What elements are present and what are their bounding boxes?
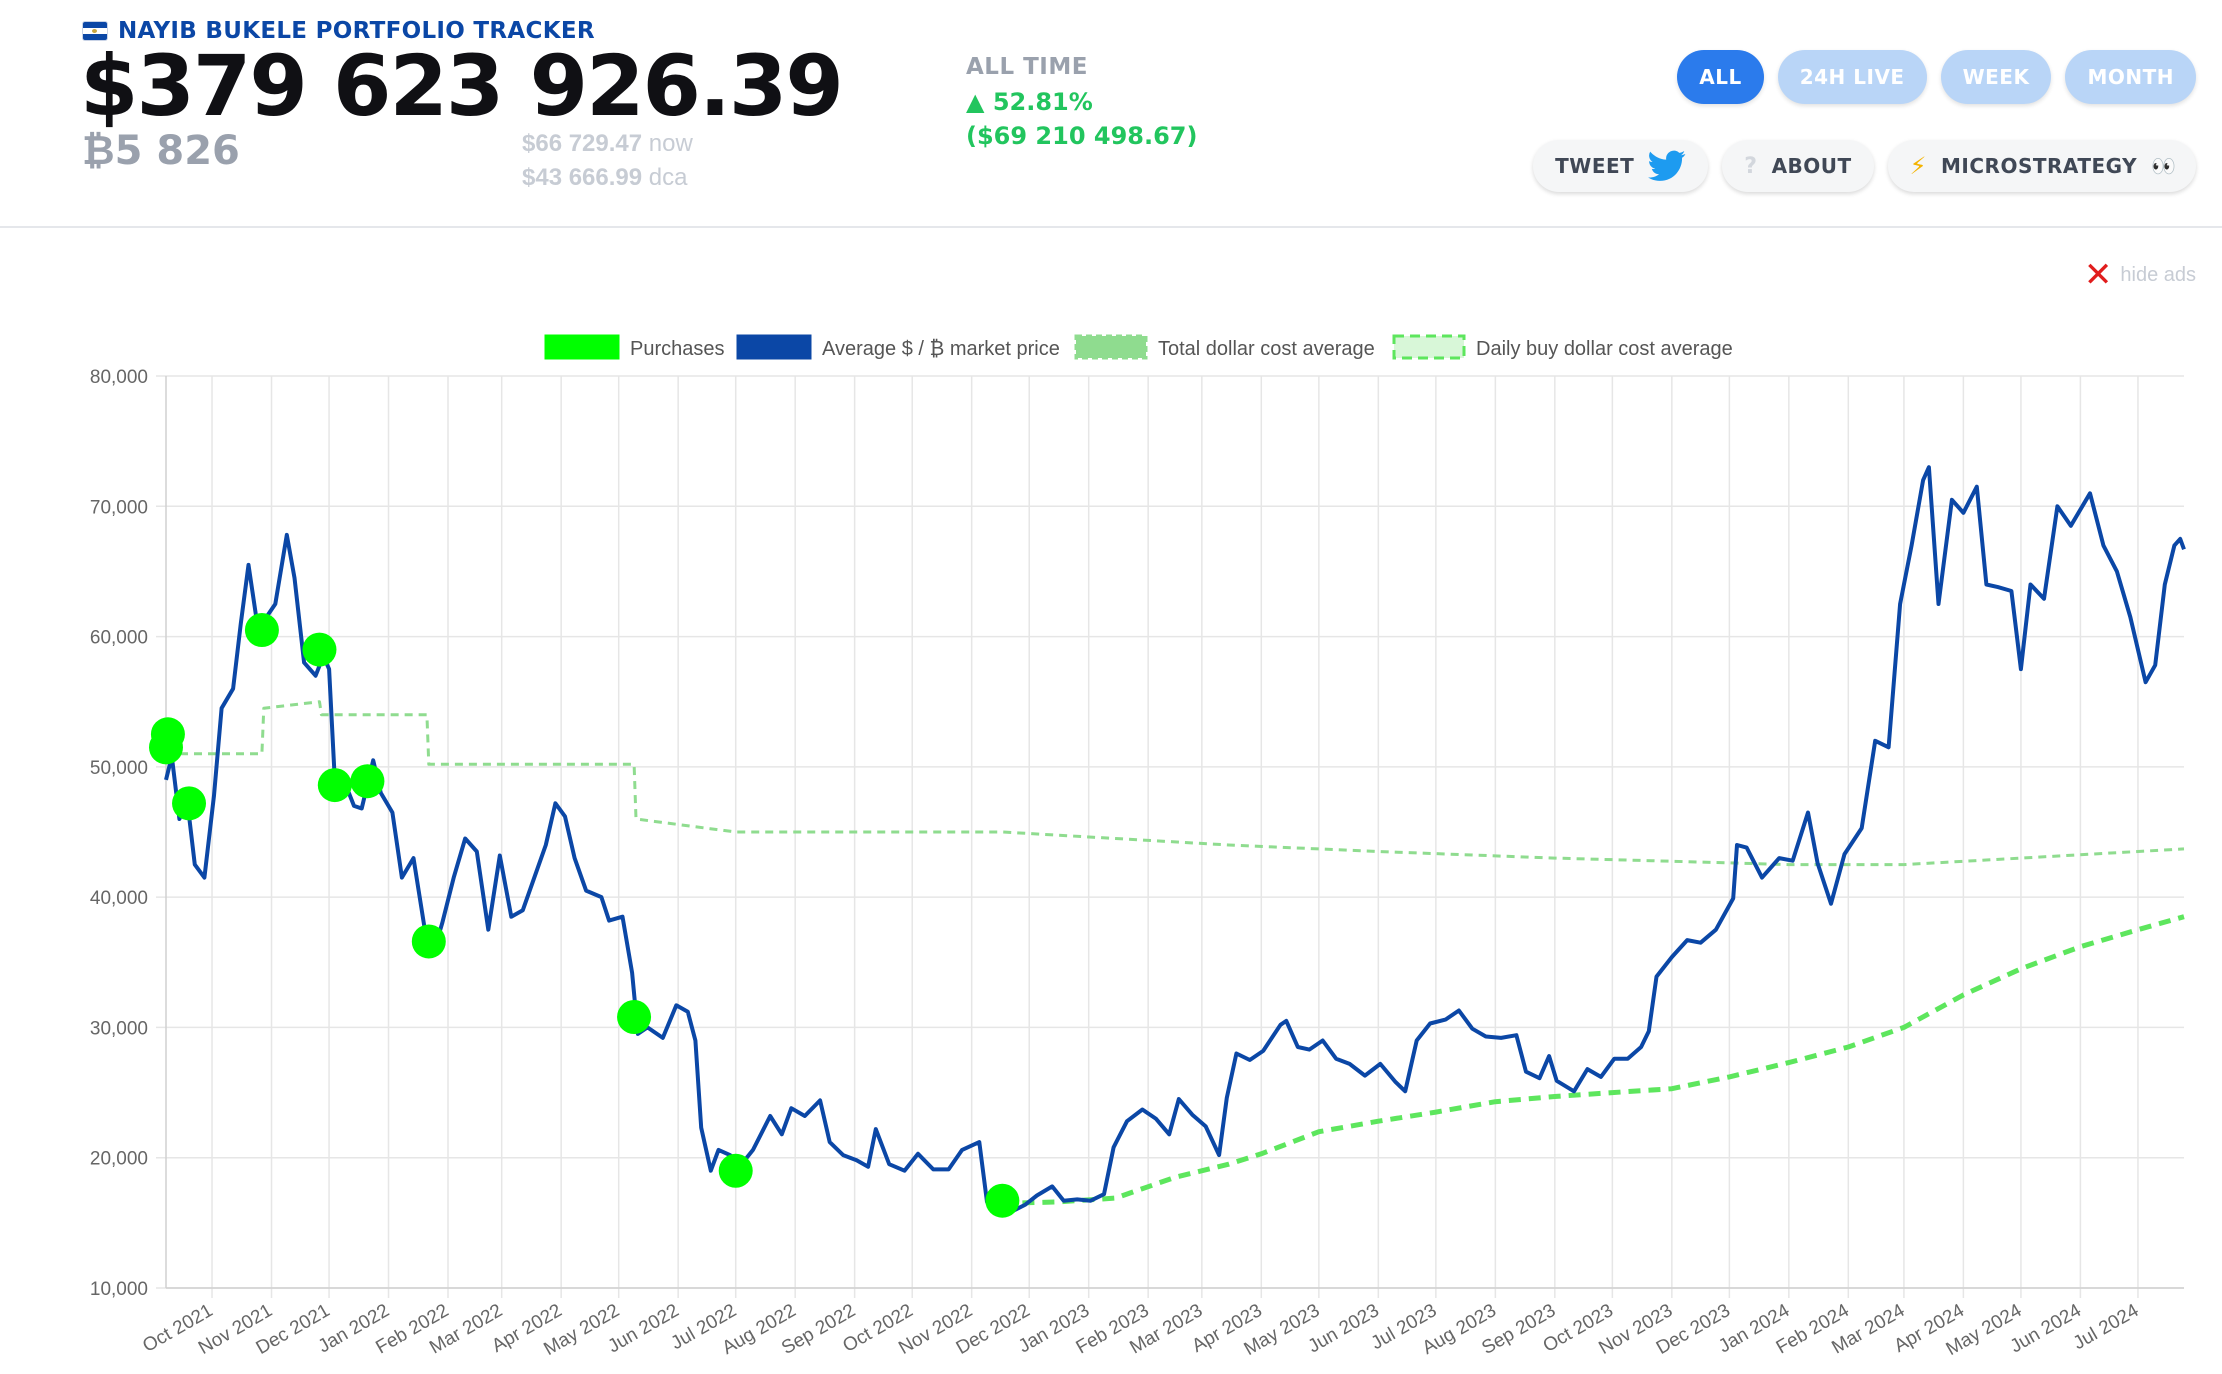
microstrategy-label: MICROSTRATEGY: [1941, 154, 2138, 178]
price-now: $66 729.47 now: [522, 130, 693, 158]
chart-grid: [156, 375, 2184, 1298]
portfolio-chart: 10,000 20,000 30,000 40,000 50,000 60,000 70,0…: [90, 334, 2186, 1360]
close-icon: ✕: [2083, 256, 2113, 294]
tweet-label: TWEET: [1555, 154, 1635, 178]
hide-ads-label: hide ads: [2120, 263, 2196, 286]
legend-swatch: [1392, 334, 1466, 360]
series-line-2: [1002, 914, 2185, 1206]
range-24h-live-button[interactable]: 24H LIVE: [1777, 50, 1927, 104]
legend-label: Daily buy dollar cost average: [1476, 338, 1733, 360]
legend-swatch: [544, 334, 620, 360]
about-button[interactable]: ? ABOUT: [1722, 140, 1874, 192]
purchase-point[interactable]: [411, 924, 446, 959]
purchase-point[interactable]: [617, 1000, 652, 1035]
action-buttons: TWEET ? ABOUT ⚡ MICROSTRATEGY 👀: [1533, 140, 2196, 192]
range-all-button[interactable]: ALL: [1677, 50, 1764, 104]
range-selector: ALL 24H LIVE WEEK MONTH: [1677, 50, 2196, 104]
price-dca: $43 666.99 dca: [522, 164, 688, 192]
lightning-icon: ⚡: [1909, 152, 1928, 180]
twitter-icon: [1648, 150, 1686, 181]
chart-legend: Purchases Average $ / ₿ market price Total…: [544, 334, 1733, 360]
brand-title: NAYIB BUKELE PORTFOLIO TRACKER: [118, 18, 595, 44]
top-header: NAYIB BUKELE PORTFOLIO TRACKER $379 623 …: [0, 0, 2222, 228]
y-tick-label: 60,000: [90, 628, 148, 649]
all-time-percent: ▲ 52.81%: [966, 88, 1093, 116]
y-tick-label: 50,000: [90, 758, 148, 779]
eyes-icon: 👀: [2151, 154, 2176, 178]
purchase-point[interactable]: [302, 632, 337, 667]
purchase-point[interactable]: [718, 1153, 753, 1188]
series-line-0: [164, 465, 2186, 1215]
question-icon: ?: [1744, 153, 1758, 179]
purchase-point[interactable]: [985, 1183, 1020, 1218]
y-tick-label: 70,000: [90, 497, 148, 518]
el-salvador-flag-icon: [82, 21, 108, 41]
portfolio-total-value: $379 623 926.39: [80, 37, 844, 135]
all-time-usd: ($69 210 498.67): [966, 122, 1198, 150]
purchase-point[interactable]: [317, 768, 352, 803]
range-month-button[interactable]: MONTH: [2065, 50, 2196, 104]
hide-ads-link[interactable]: ✕ hide ads: [2084, 258, 2196, 292]
legend-label: Purchases: [630, 338, 725, 360]
price-dca-label: dca: [648, 164, 688, 191]
legend-swatch: [736, 334, 812, 360]
brand: NAYIB BUKELE PORTFOLIO TRACKER: [82, 18, 595, 44]
y-tick-label: 20,000: [90, 1149, 148, 1170]
x-tick-label: Jul 2024: [2070, 1300, 2143, 1354]
purchase-point[interactable]: [350, 764, 385, 799]
y-tick-label: 30,000: [90, 1018, 148, 1039]
price-dca-value: $43 666.99: [522, 164, 643, 191]
price-now-label: now: [648, 130, 693, 157]
btc-amount: ₿5 826: [82, 128, 240, 174]
purchase-point[interactable]: [244, 613, 279, 648]
purchase-points: [149, 613, 1020, 1218]
legend-swatch: [1074, 334, 1148, 360]
microstrategy-button[interactable]: ⚡ MICROSTRATEGY 👀: [1887, 140, 2196, 192]
price-now-value: $66 729.47: [522, 130, 643, 157]
chart-series: [164, 465, 2186, 1215]
purchase-point[interactable]: [172, 786, 207, 821]
y-axis: 10,000 20,000 30,000 40,000 50,000 60,000 70,0…: [90, 367, 148, 1300]
all-time-label: ALL TIME: [966, 54, 1088, 80]
y-tick-label: 10,000: [90, 1279, 148, 1300]
legend-label: Average $ / ₿ market price: [822, 338, 1060, 360]
purchase-point[interactable]: [150, 717, 185, 752]
all-time-summary: ALL TIME ▲ 52.81% ($69 210 498.67): [966, 54, 1197, 150]
about-label: ABOUT: [1771, 154, 1852, 178]
range-week-button[interactable]: WEEK: [1940, 50, 2052, 104]
y-tick-label: 80,000: [90, 367, 148, 388]
legend-label: Total dollar cost average: [1158, 338, 1375, 360]
y-tick-label: 40,000: [90, 888, 148, 909]
tweet-button[interactable]: TWEET: [1533, 140, 1709, 192]
